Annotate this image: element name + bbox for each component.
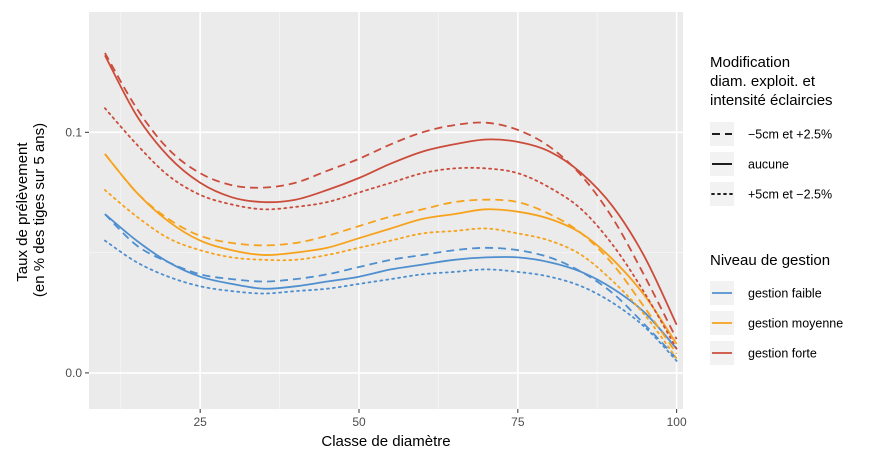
series-line-forte-plus5 [104,107,678,350]
legend-linetype-title: Modification diam. exploit. et intensité… [710,54,833,109]
legend-color-keys: gestion faible gestion moyenne gestion for… [710,281,843,365]
x-axis-title: Classe de diamètre [321,433,450,450]
legend-label-forte: gestion forte [748,347,817,361]
y-tick-label: 0.0 [65,366,82,380]
y-axis-title: Taux de prélèvement (en % des tiges sur … [14,123,48,297]
legend-label-minus5: −5cm et +2.5% [748,128,832,142]
legend-color-title: Niveau de gestion [710,252,830,269]
legend-linetype-title-line-2: diam. exploit. et [710,73,816,90]
y-axis: 0.0 0.1 [65,125,89,380]
legend-color: Niveau de gestion gestion faiblegestion … [710,252,843,365]
x-axis: 25 50 75 100 [193,409,687,429]
grid-minor [89,12,683,409]
panel-background [89,12,683,409]
legend-linetype-keys: −5cm et +2.5% aucune +5cm et −2.5% [710,122,832,206]
series-line-faible-none [104,213,678,350]
legend-linetype-title-line-3: intensité éclaircies [710,92,833,109]
legend-label-plus5: +5cm et −2.5% [748,188,832,202]
x-tick-label: 75 [511,415,525,429]
legend-label-none: aucune [748,158,789,172]
x-tick-label: 100 [667,415,687,429]
series-line-moyenne-plus5 [104,189,678,360]
y-axis-title-line-2: (en % des tiges sur 5 ans) [31,123,48,297]
series-line-faible-plus5 [104,239,678,362]
legend-label-faible: gestion faible [748,287,822,301]
legend-linetype: Modification diam. exploit. et intensité… [710,54,833,206]
x-tick-label: 50 [352,415,366,429]
legend-label-moyenne: gestion moyenne [748,317,843,331]
y-axis-title-line-1: Taux de prélèvement [14,142,31,282]
series-line-moyenne-none [104,153,678,345]
series-line-forte-none [104,54,678,326]
legend-linetype-title-line-1: Modification [710,54,790,71]
x-tick-label: 25 [193,415,207,429]
y-tick-label: 0.1 [65,125,82,139]
series-layer [104,52,678,362]
series-line-forte-minus5 [104,52,678,340]
